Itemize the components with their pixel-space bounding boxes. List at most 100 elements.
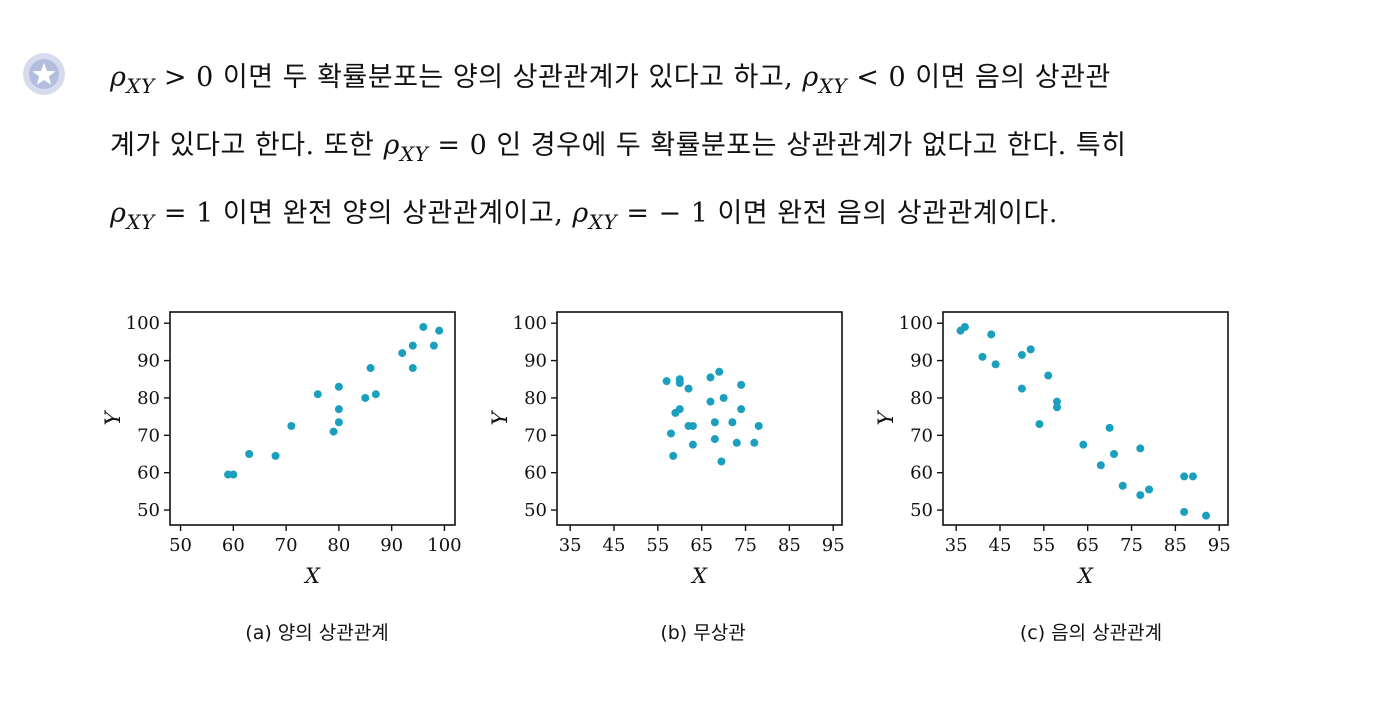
scatter-point	[334, 418, 343, 427]
scatter-point	[717, 457, 726, 466]
scatter-point	[229, 470, 238, 479]
y-tick-label: 100	[126, 313, 160, 334]
y-tick-label: 90	[524, 351, 547, 372]
paragraph-line-3: ρXY = 1 이면 완전 양의 상관관계이고, ρXY = − 1 이면 완전…	[110, 184, 1340, 252]
scatter-point	[688, 440, 697, 449]
scatter-svg: 50 60 70 80 90 100 35 45 55 65 75 85 95 X Y	[488, 311, 845, 588]
scatter-point	[1145, 485, 1154, 494]
scatter-point	[706, 397, 715, 406]
y-tick-label: 80	[524, 388, 547, 409]
scatter-point	[1105, 423, 1114, 432]
scatter-point	[719, 393, 728, 402]
scatter-point	[684, 384, 693, 393]
scatter-point	[287, 421, 296, 430]
paragraph-text: = 1 이면 완전 양의 상관관계이고,	[163, 198, 564, 229]
scatter-point	[313, 390, 322, 399]
y-tick-label: 50	[910, 500, 933, 521]
scatter-point	[750, 438, 759, 447]
bullet-star	[22, 52, 66, 96]
scatter-point	[1180, 472, 1189, 481]
scatter-plot-negative: 50 60 70 80 90 100 35 45 55 65 75 85 95 X Y	[873, 300, 1263, 605]
x-axis-label: X	[690, 564, 708, 588]
scatter-point	[435, 326, 444, 335]
scatter-svg: 50 60 70 80 90 100 35 45 55 65 75 85 95 X Y	[874, 311, 1231, 588]
x-tick-label: 50	[169, 535, 192, 556]
plot-frame	[942, 311, 1229, 526]
x-tick-label: 90	[380, 535, 403, 556]
x-tick-label: 85	[778, 535, 801, 556]
scatter-point	[408, 341, 417, 350]
x-tick-label: 100	[427, 535, 461, 556]
x-tick-label: 95	[822, 535, 845, 556]
x-tick-label: 75	[734, 535, 757, 556]
y-tick-label: 90	[137, 351, 160, 372]
x-tick-label: 35	[945, 535, 968, 556]
scatter-point	[667, 429, 675, 438]
scatter-point	[1118, 481, 1127, 490]
scatter-point	[675, 405, 684, 414]
y-axis-label: Y	[874, 409, 898, 425]
scatter-point	[732, 438, 741, 447]
scatter-point	[737, 405, 746, 414]
scatter-point	[334, 405, 343, 414]
scatter-svg: 50 60 70 80 90 100 50 60 70 80 90 100 X Y	[101, 311, 462, 588]
y-tick-label: 70	[910, 425, 933, 446]
scatter-plot-uncorrelated: 50 60 70 80 90 100 35 45 55 65 75 85 95 X Y	[487, 300, 877, 605]
x-axis-label: X	[1076, 564, 1094, 588]
paragraph-line-1: ρXY > 0 이면 두 확률분포는 양의 상관관계가 있다고 하고, ρXY …	[110, 48, 1340, 116]
scatter-point	[1180, 507, 1189, 516]
paragraph-line-2: 계가 있다고 한다. 또한 ρXY = 0 인 경우에 두 확률분포는 상관관계…	[110, 116, 1340, 184]
scatter-plot-positive: 50 60 70 80 90 100 50 60 70 80 90 100 X Y	[100, 300, 490, 605]
y-axis-label: Y	[488, 409, 512, 425]
scatter-point	[1053, 403, 1061, 412]
x-tick-label: 80	[327, 535, 350, 556]
scatter-point	[710, 435, 719, 444]
scatter-point	[987, 330, 996, 339]
scatter-point	[688, 421, 697, 430]
correlation-paragraph: ρ XY > 0 이면 두 확률분포는 양의 상관관계가 있다고 하고, ρXY …	[110, 48, 1340, 252]
x-tick-label: 75	[1120, 535, 1143, 556]
scatter-point	[1026, 345, 1035, 354]
caption-negative: (c) 음의 상관관계	[1019, 622, 1163, 644]
rho-subscript: XY	[126, 74, 155, 98]
x-tick-label: 55	[1032, 535, 1055, 556]
scatter-point	[334, 382, 343, 391]
paragraph-text: > 0 이면 두 확률분포는 양의 상관관계가 있다고 하고,	[163, 62, 794, 93]
y-tick-label: 70	[524, 425, 547, 446]
paragraph-text: 계가 있다고 한다. 또한	[110, 130, 375, 161]
scatter-point	[361, 393, 370, 402]
scatter-point	[1110, 450, 1118, 458]
scatter-point	[1035, 420, 1044, 429]
scatter-point	[1202, 511, 1211, 520]
y-tick-label: 60	[524, 463, 547, 484]
scatter-point	[398, 349, 407, 358]
scatter-point	[728, 418, 737, 427]
y-tick-label: 80	[910, 388, 933, 409]
rho-symbol: ρ	[110, 198, 127, 229]
rho-symbol: ρ	[802, 62, 819, 93]
scatter-point	[1136, 491, 1145, 500]
scatter-point	[1079, 440, 1088, 449]
x-tick-label: 65	[1076, 535, 1099, 556]
scatter-point	[429, 341, 438, 350]
y-tick-label: 100	[513, 313, 547, 334]
x-tick-label: 45	[603, 535, 626, 556]
scatter-point	[675, 379, 684, 387]
scatter-point	[419, 322, 428, 331]
scatter-point	[1096, 461, 1105, 470]
x-tick-label: 35	[559, 535, 582, 556]
scatter-point	[715, 367, 724, 376]
y-tick-label: 100	[899, 313, 933, 334]
x-axis-label: X	[303, 564, 321, 588]
scatter-point	[1188, 472, 1197, 481]
y-tick-label: 50	[137, 500, 160, 521]
x-tick-label: 60	[222, 535, 245, 556]
y-axis-label: Y	[101, 409, 125, 425]
y-tick-label: 60	[910, 463, 933, 484]
scatter-point	[1017, 384, 1026, 393]
scatter-point	[662, 377, 671, 386]
x-tick-label: 45	[989, 535, 1012, 556]
scatter-point	[669, 451, 678, 460]
scatter-point	[1053, 397, 1061, 406]
x-tick-label: 55	[646, 535, 669, 556]
